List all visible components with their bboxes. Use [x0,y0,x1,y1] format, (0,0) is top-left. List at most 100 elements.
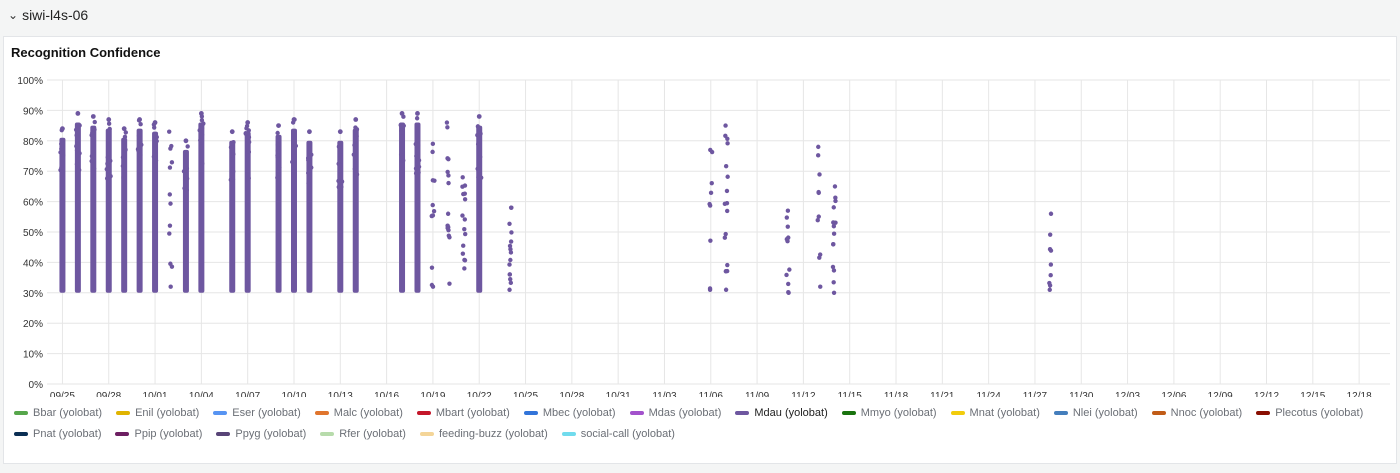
x-tick-label: 09/25 [50,391,75,397]
x-tick-label: 12/12 [1254,391,1279,397]
data-point [246,128,251,133]
data-point [73,127,79,132]
point-cluster [89,114,97,293]
data-point [831,290,837,295]
y-axis: 0% 10% 20% 30% 40% 50% 60% 70% 80% 90% 100% [17,76,43,391]
data-point [707,201,712,207]
data-point [246,176,251,181]
legend-label: Ppip (yolobat) [134,428,203,440]
legend-swatch [14,411,28,415]
legend-item[interactable]: Nlei (yolobat) [1053,405,1138,421]
data-point [198,138,203,143]
data-point [399,124,404,129]
data-point [1047,232,1053,237]
data-point [168,201,173,206]
panel-title: Recognition Confidence [11,45,161,60]
legend-item[interactable]: Enil (yolobat) [116,405,199,421]
data-point [723,231,728,237]
data-point [399,130,404,135]
data-point [184,176,190,181]
point-cluster [707,147,715,292]
data-point [104,176,110,181]
data-point [414,123,419,129]
point-band [59,137,66,293]
data-point [228,177,234,183]
legend-item[interactable]: Nnoc (yolobat) [1151,405,1243,421]
legend-label: Nnoc (yolobat) [1170,407,1243,419]
data-point [106,121,112,126]
data-point [136,133,142,138]
data-point [121,126,127,132]
legend-swatch [213,411,228,415]
point-band [229,140,236,293]
data-point [414,153,419,159]
legend-item[interactable]: Ppip (yolobat) [115,426,202,442]
data-point [91,166,97,171]
legend-item[interactable]: Bbar (yolobat) [14,405,102,421]
point-cluster [722,123,730,292]
data-point [416,164,422,169]
legend-item[interactable]: Malc (yolobat) [314,405,403,421]
legend-item[interactable]: Mdau (yolobat) [735,405,828,421]
legend-swatch [735,411,750,415]
row-header[interactable]: ⌄ siwi-l4s-06 [0,0,1400,30]
data-point [107,158,112,164]
data-point [462,191,468,196]
data-point [199,126,205,131]
legend-item[interactable]: Mbec (yolobat) [523,405,616,421]
data-point [276,123,281,128]
legend-label: Eser (yolobat) [232,407,301,419]
legend-label: Pnat (yolobat) [33,428,102,440]
point-cluster [444,120,452,286]
row-title[interactable]: siwi-l4s-06 [22,7,89,23]
data-point [415,111,420,116]
data-point [277,149,282,154]
legend-item[interactable]: social-call (yolobat) [561,426,675,442]
data-point [445,211,451,216]
data-point [831,268,837,273]
chevron-down-icon[interactable]: ⌄ [8,8,19,22]
y-tick-label: 60% [23,198,43,209]
data-point [430,178,436,183]
data-point [816,144,821,150]
data-point [416,158,422,163]
scatter-chart[interactable]: 0%10%20%30%40%50%60%70%80%90%100% 09/25 0… [4,37,1396,397]
point-band [306,140,313,293]
legend-item[interactable]: Mmyo (yolobat) [841,405,937,421]
data-point [462,226,467,232]
legend-item[interactable]: Mdas (yolobat) [629,405,721,421]
data-point [275,142,281,147]
data-point [429,265,435,270]
x-tick-label: 10/07 [235,391,260,397]
data-point [831,280,836,285]
point-cluster [475,114,484,293]
data-point [431,208,437,214]
data-point [59,146,64,152]
data-point [89,153,95,159]
data-point [231,140,236,145]
data-point [154,138,159,144]
legend-item[interactable]: Mbart (yolobat) [416,405,510,421]
data-point [92,119,97,125]
legend-item[interactable]: feeding-buzz (yolobat) [419,426,548,442]
data-point [831,224,837,229]
data-point [475,132,480,138]
y-tick-label: 80% [23,137,43,148]
y-tick-label: 50% [23,228,43,239]
data-point [724,188,730,194]
point-band [290,128,297,293]
legend-item[interactable]: Plecotus (yolobat) [1256,405,1363,421]
legend-item[interactable]: Eser (yolobat) [213,405,301,421]
chart-panel: Recognition Confidence 0% 10% 20% 30% 40% 50%… [3,36,1397,464]
legend-item[interactable]: Pnat (yolobat) [14,426,101,442]
point-band [244,131,251,293]
legend-item[interactable]: Mnat (yolobat) [950,405,1040,421]
point-band [105,128,112,293]
data-point [123,147,128,152]
legend-swatch [1256,411,1271,415]
data-point [399,111,405,116]
legend-item[interactable]: Ppyg (yolobat) [216,426,306,442]
data-point [785,208,791,213]
data-point [74,148,80,153]
legend-item[interactable]: Rfer (yolobat) [320,426,406,442]
